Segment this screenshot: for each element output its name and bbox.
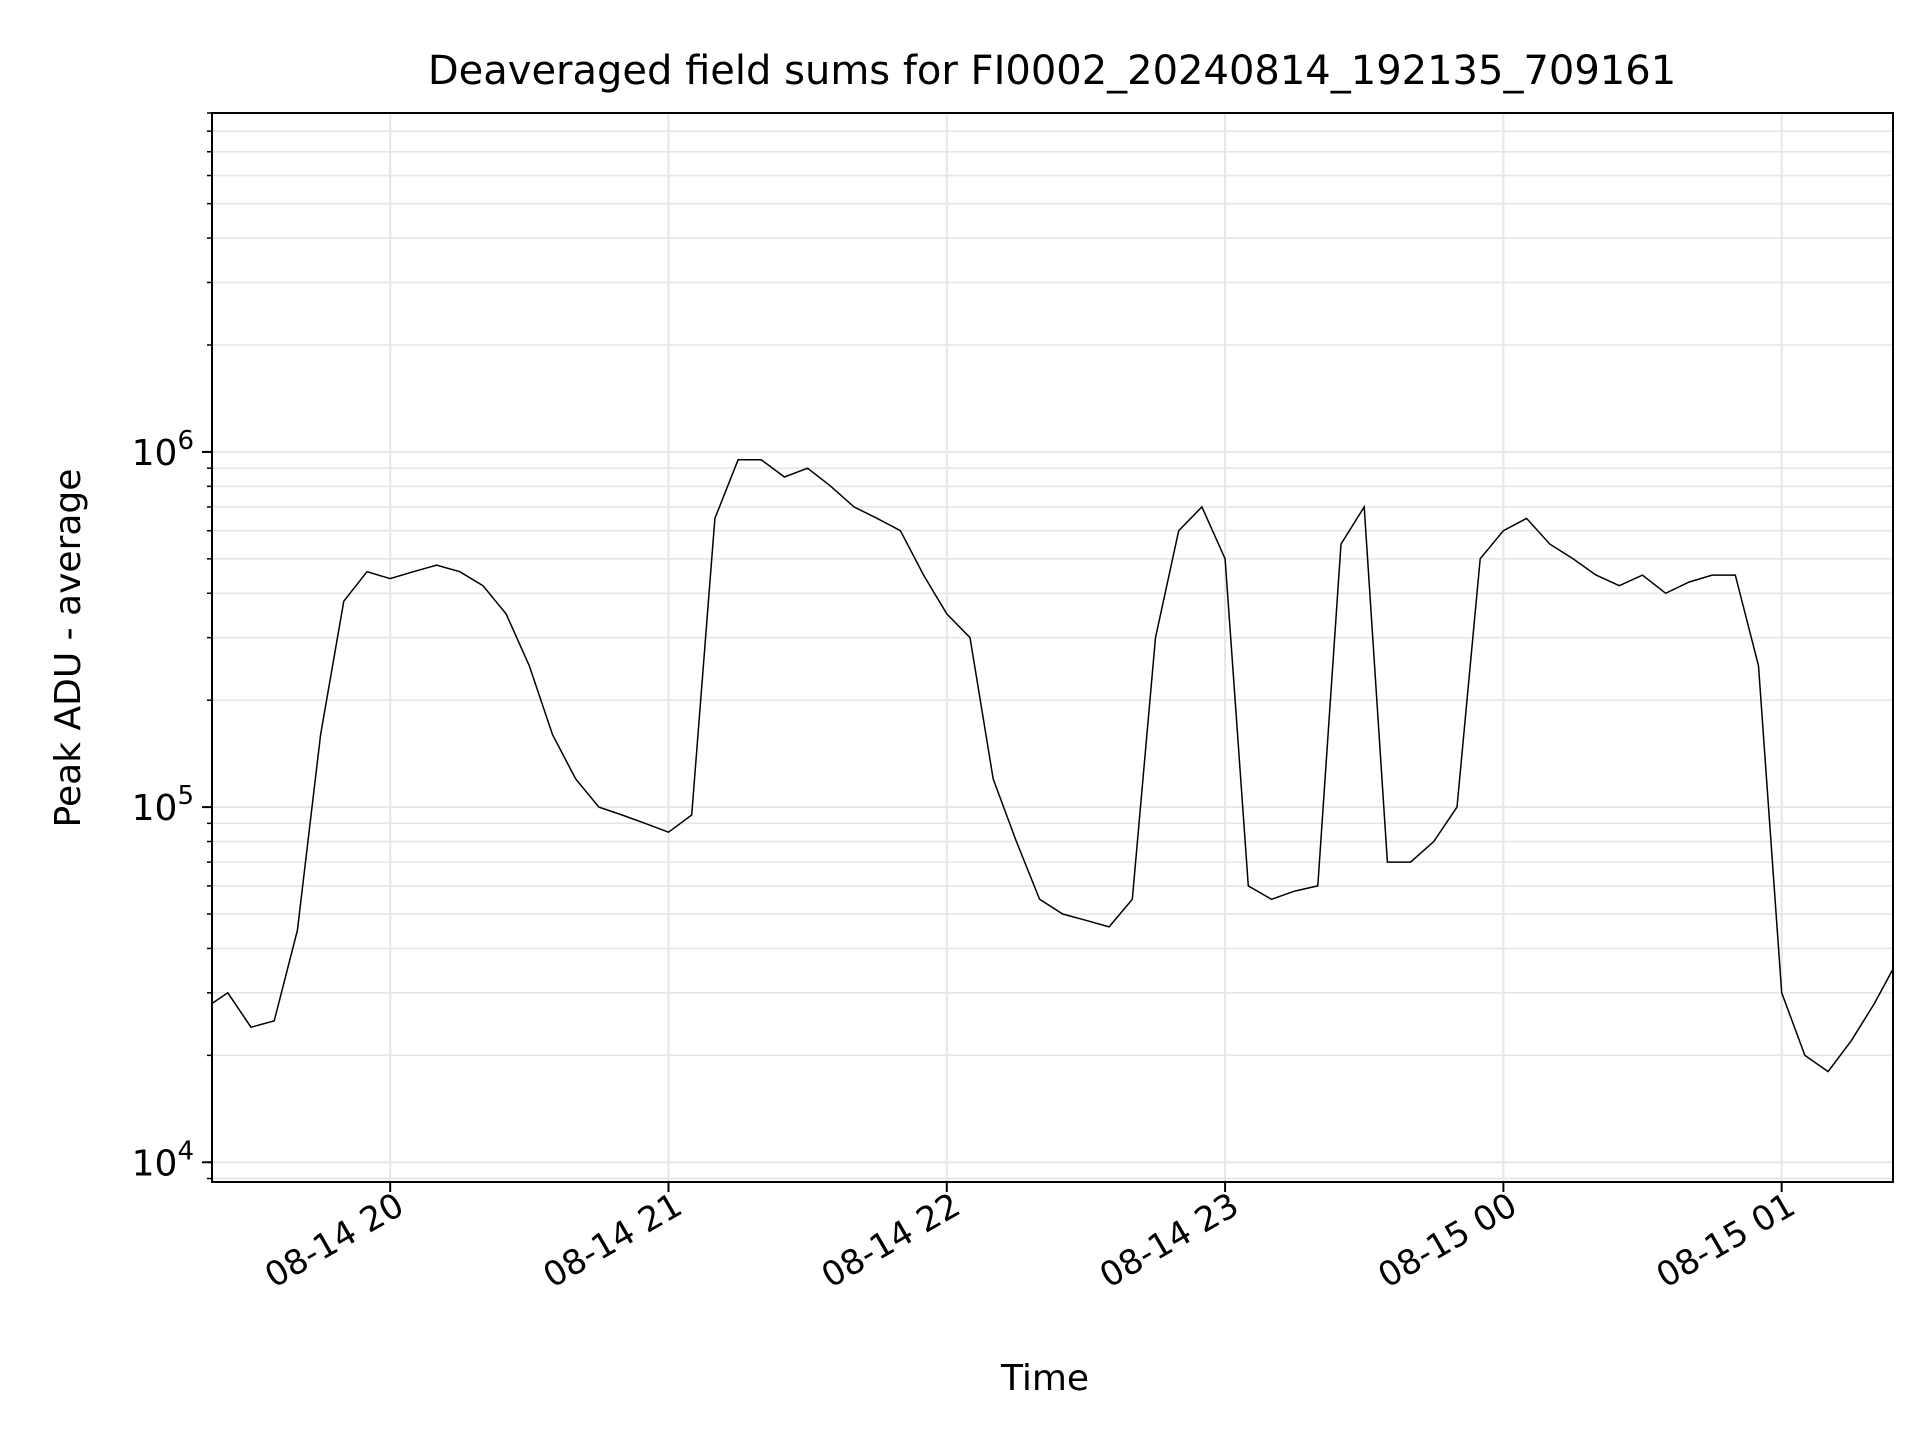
grid [212, 112, 1893, 1182]
x-axis-label: Time [1000, 1358, 1089, 1399]
y-tick-label: 106 [132, 426, 194, 474]
y-tick-label: 105 [132, 781, 194, 829]
series-line [211, 459, 1894, 1073]
y-tick-label: 104 [132, 1136, 194, 1184]
data-line [211, 459, 1894, 1073]
y-axis-label: Peak ADU - average [48, 469, 89, 828]
plot-frame [211, 112, 1894, 1183]
y-axis-ticks: 104 105 106 [132, 112, 212, 1184]
chart-title: Deaveraged field sums for FI0002_2024081… [428, 48, 1676, 94]
